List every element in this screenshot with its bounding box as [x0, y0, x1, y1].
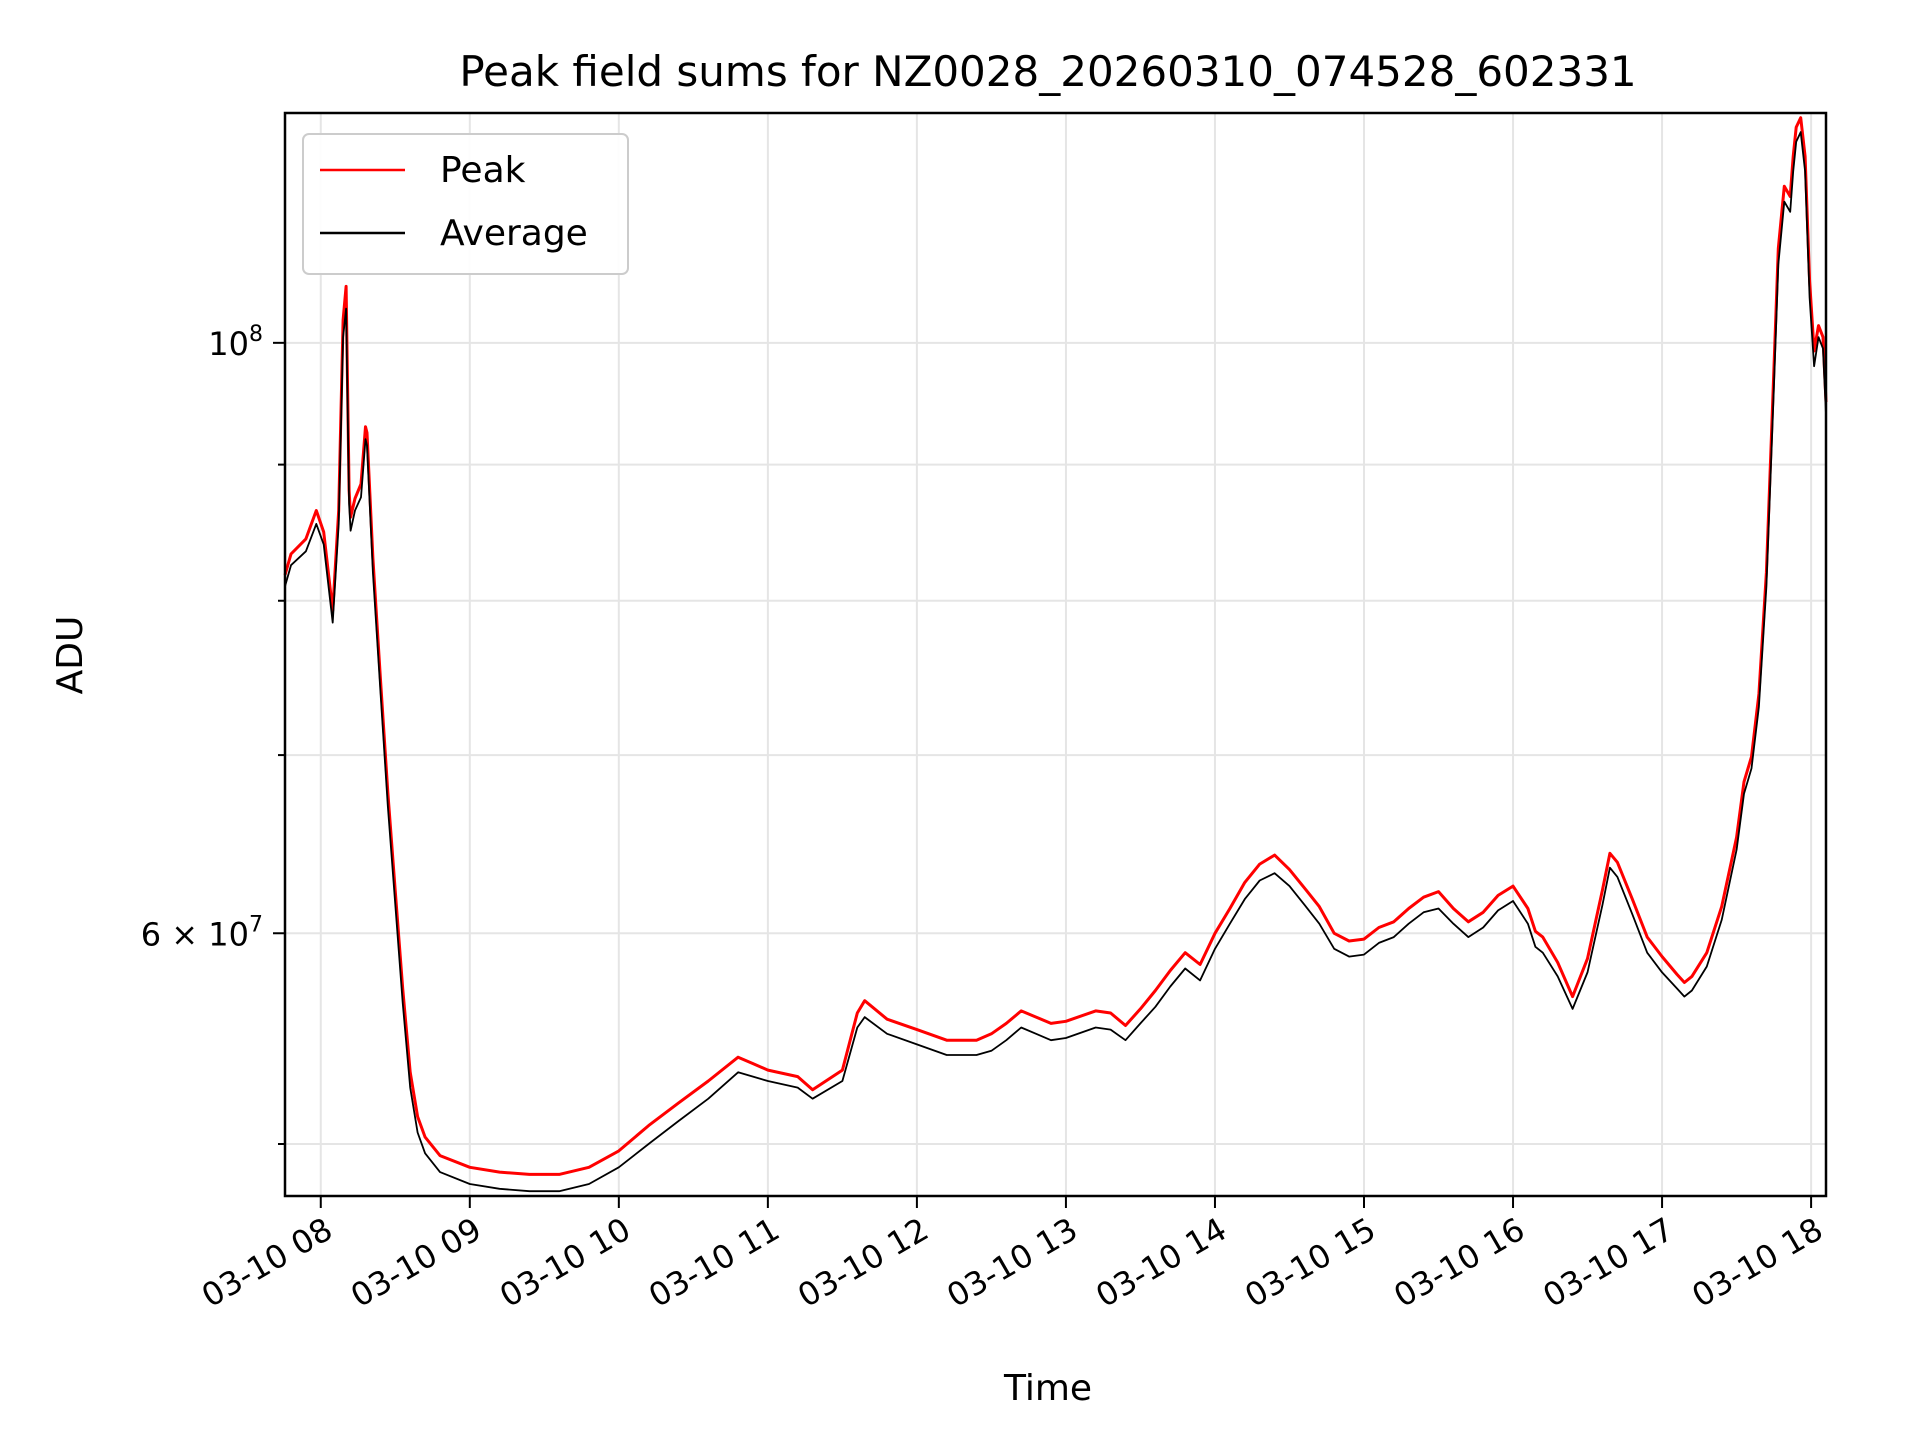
series-line-peak [283, 116, 1828, 1176]
y-tick-label-base: 10 [208, 325, 249, 363]
legend-label-average: Average [440, 213, 588, 254]
y-tick-label-exponent: 7 [249, 912, 263, 937]
y-axis-label: ADU [50, 616, 91, 695]
y-tick-label-exponent: 8 [249, 322, 263, 347]
series-line-average [284, 131, 1827, 1193]
legend-label-peak: Peak [440, 150, 526, 191]
chart-title: Peak field sums for NZ0028_20260310_0745… [459, 47, 1636, 96]
y-tick-label: 6 × 107 [141, 912, 263, 953]
plot-area-frame [283, 111, 1828, 1198]
y-axis: 108 6 × 107 [141, 322, 285, 1145]
x-axis-label: Time [1003, 1368, 1092, 1409]
y-tick-label-base: 6 × 10 [141, 915, 249, 953]
y-tick-label: 108 [208, 322, 263, 363]
legend: Peak Average [302, 133, 629, 275]
series-layer [283, 116, 1828, 1193]
